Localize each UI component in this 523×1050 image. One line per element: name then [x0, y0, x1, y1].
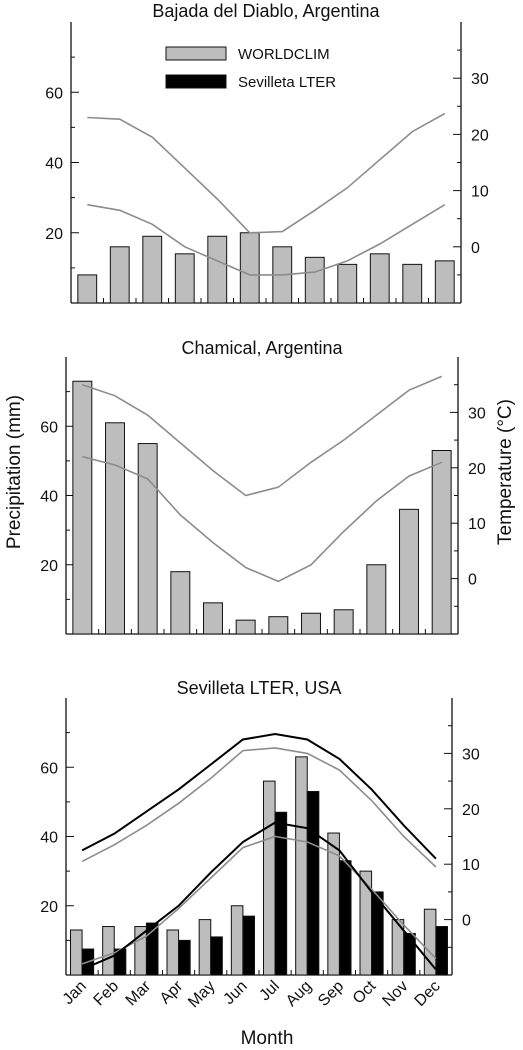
- bar-worldclim-apr: [170, 571, 191, 635]
- left-tick-label: 40: [40, 830, 58, 847]
- bar-sevilleta-lter-aug: [306, 790, 320, 976]
- left-tick-label: 60: [40, 419, 58, 436]
- bar-worldclim-mar: [134, 926, 147, 976]
- bar-sevilleta-lter-dec: [435, 926, 448, 976]
- right-tick-label: 30: [471, 71, 489, 88]
- bar-worldclim-nov: [399, 508, 419, 635]
- temperature-line-sevilleta-lter-2: [81, 732, 437, 860]
- temperature-line-sevilleta-lter-3: [81, 821, 437, 971]
- bar-sevilleta-lter-feb: [113, 948, 127, 976]
- left-tick-label: 20: [40, 558, 58, 575]
- chart-title: Sevilleta LTER, USA: [177, 678, 342, 698]
- bar-sevilleta-lter-jul: [274, 811, 288, 976]
- legend-label-worldclim: WORLDCLIM: [238, 46, 330, 63]
- right-tick-label: 10: [471, 184, 489, 201]
- y-axis-label-precipitation: Precipitation (mm): [4, 395, 25, 549]
- bar-sevilleta-lter-sep: [338, 860, 352, 976]
- left-tick-label: 20: [45, 226, 63, 243]
- chart-title: Bajada del Diablo, Argentina: [152, 1, 380, 21]
- temperature-line-worldclim-0: [82, 375, 443, 497]
- right-tick-label: 10: [468, 516, 486, 533]
- bar-worldclim-jan: [77, 274, 98, 304]
- bar-worldclim-feb: [102, 926, 115, 976]
- bar-worldclim-mar: [142, 235, 163, 304]
- bar-worldclim-oct: [369, 253, 390, 304]
- left-tick-label: 40: [40, 489, 58, 506]
- month-label-jun: Jun: [220, 978, 250, 1008]
- bar-worldclim-jul: [268, 616, 289, 635]
- y-axis-label-temperature: Temperature (°C): [495, 399, 516, 545]
- bar-worldclim-jun: [235, 619, 256, 635]
- bar-worldclim-dec: [434, 260, 455, 304]
- bar-sevilleta-lter-nov: [403, 932, 416, 976]
- bar-sevilleta-lter-apr: [178, 939, 191, 976]
- bar-worldclim-dec: [431, 449, 452, 635]
- bar-worldclim-may: [198, 919, 212, 976]
- bar-worldclim-jun: [239, 232, 260, 304]
- temperature-line-worldclim-1: [81, 835, 437, 965]
- right-tick-label: 30: [462, 746, 480, 763]
- bar-worldclim-jan: [72, 380, 93, 635]
- bar-worldclim-apr: [174, 253, 195, 304]
- temperature-line-worldclim-1: [82, 455, 443, 583]
- left-tick-label: 60: [45, 85, 63, 102]
- bar-sevilleta-lter-oct: [371, 891, 384, 976]
- month-label-may: May: [185, 978, 218, 1011]
- bar-worldclim-sep: [337, 263, 358, 304]
- bar-worldclim-feb: [109, 246, 130, 304]
- bar-worldclim-jul: [263, 780, 276, 976]
- bar-worldclim-jan: [70, 929, 83, 976]
- bar-worldclim-aug: [304, 256, 325, 304]
- legend-label-sevilleta-lter: Sevilleta LTER: [238, 74, 336, 91]
- panel-chamical-argentina: Chamical, Argentina 20 40 60 0 10 20 30: [40, 338, 486, 635]
- right-tick-label: 0: [462, 913, 471, 930]
- left-tick-label: 20: [40, 899, 58, 916]
- bar-worldclim-nov: [402, 263, 423, 304]
- month-label-sep: Sep: [315, 978, 347, 1010]
- legend-swatch-sevilleta-lter: [165, 74, 227, 89]
- right-tick-label: 20: [471, 127, 489, 144]
- bar-worldclim-dec: [423, 908, 437, 976]
- right-tick-label: 0: [471, 240, 480, 257]
- bar-sevilleta-lter-jun: [242, 915, 255, 976]
- temperature-line-worldclim-1: [87, 203, 446, 276]
- month-label-dec: Dec: [412, 978, 444, 1010]
- bar-sevilleta-lter-mar: [145, 922, 159, 976]
- legend: WORLDCLIM Sevilleta LTER: [165, 46, 336, 91]
- month-label-oct: Oct: [350, 977, 380, 1007]
- left-tick-label: 60: [40, 760, 58, 777]
- right-tick-label: 20: [468, 461, 486, 478]
- month-label-aug: Aug: [283, 978, 315, 1010]
- month-label-jan: Jan: [60, 978, 90, 1008]
- chart-title: Chamical, Argentina: [181, 338, 343, 358]
- bar-worldclim-jun: [230, 905, 244, 976]
- bar-worldclim-oct: [366, 564, 387, 635]
- bar-worldclim-may: [207, 235, 228, 304]
- bar-worldclim-feb: [105, 422, 125, 635]
- bar-worldclim-aug: [301, 612, 321, 635]
- month-label-mar: Mar: [123, 977, 155, 1009]
- month-label-nov: Nov: [379, 978, 411, 1010]
- bar-worldclim-may: [203, 602, 223, 635]
- panel-bajada-del-diablo-argentina: Bajada del Diablo, Argentina 20 40 60 0 10 20 3…: [45, 1, 489, 304]
- bar-worldclim-mar: [137, 443, 158, 635]
- bar-worldclim-aug: [295, 756, 308, 976]
- bar-worldclim-apr: [166, 929, 180, 976]
- month-label-jul: Jul: [256, 978, 282, 1004]
- bar-worldclim-sep: [333, 609, 354, 635]
- x-axis-label-month: Month: [241, 1028, 294, 1049]
- left-tick-label: 40: [45, 156, 63, 173]
- month-label-feb: Feb: [91, 978, 123, 1010]
- temperature-line-worldclim-0: [87, 112, 446, 234]
- temperature-line-worldclim-0: [81, 747, 437, 868]
- right-tick-label: 20: [462, 802, 480, 819]
- month-label-apr: Apr: [157, 977, 187, 1007]
- legend-swatch-worldclim: [165, 46, 227, 61]
- right-tick-label: 0: [468, 572, 477, 589]
- bar-sevilleta-lter-may: [210, 936, 223, 976]
- right-tick-label: 10: [462, 857, 480, 874]
- right-tick-label: 30: [468, 405, 486, 422]
